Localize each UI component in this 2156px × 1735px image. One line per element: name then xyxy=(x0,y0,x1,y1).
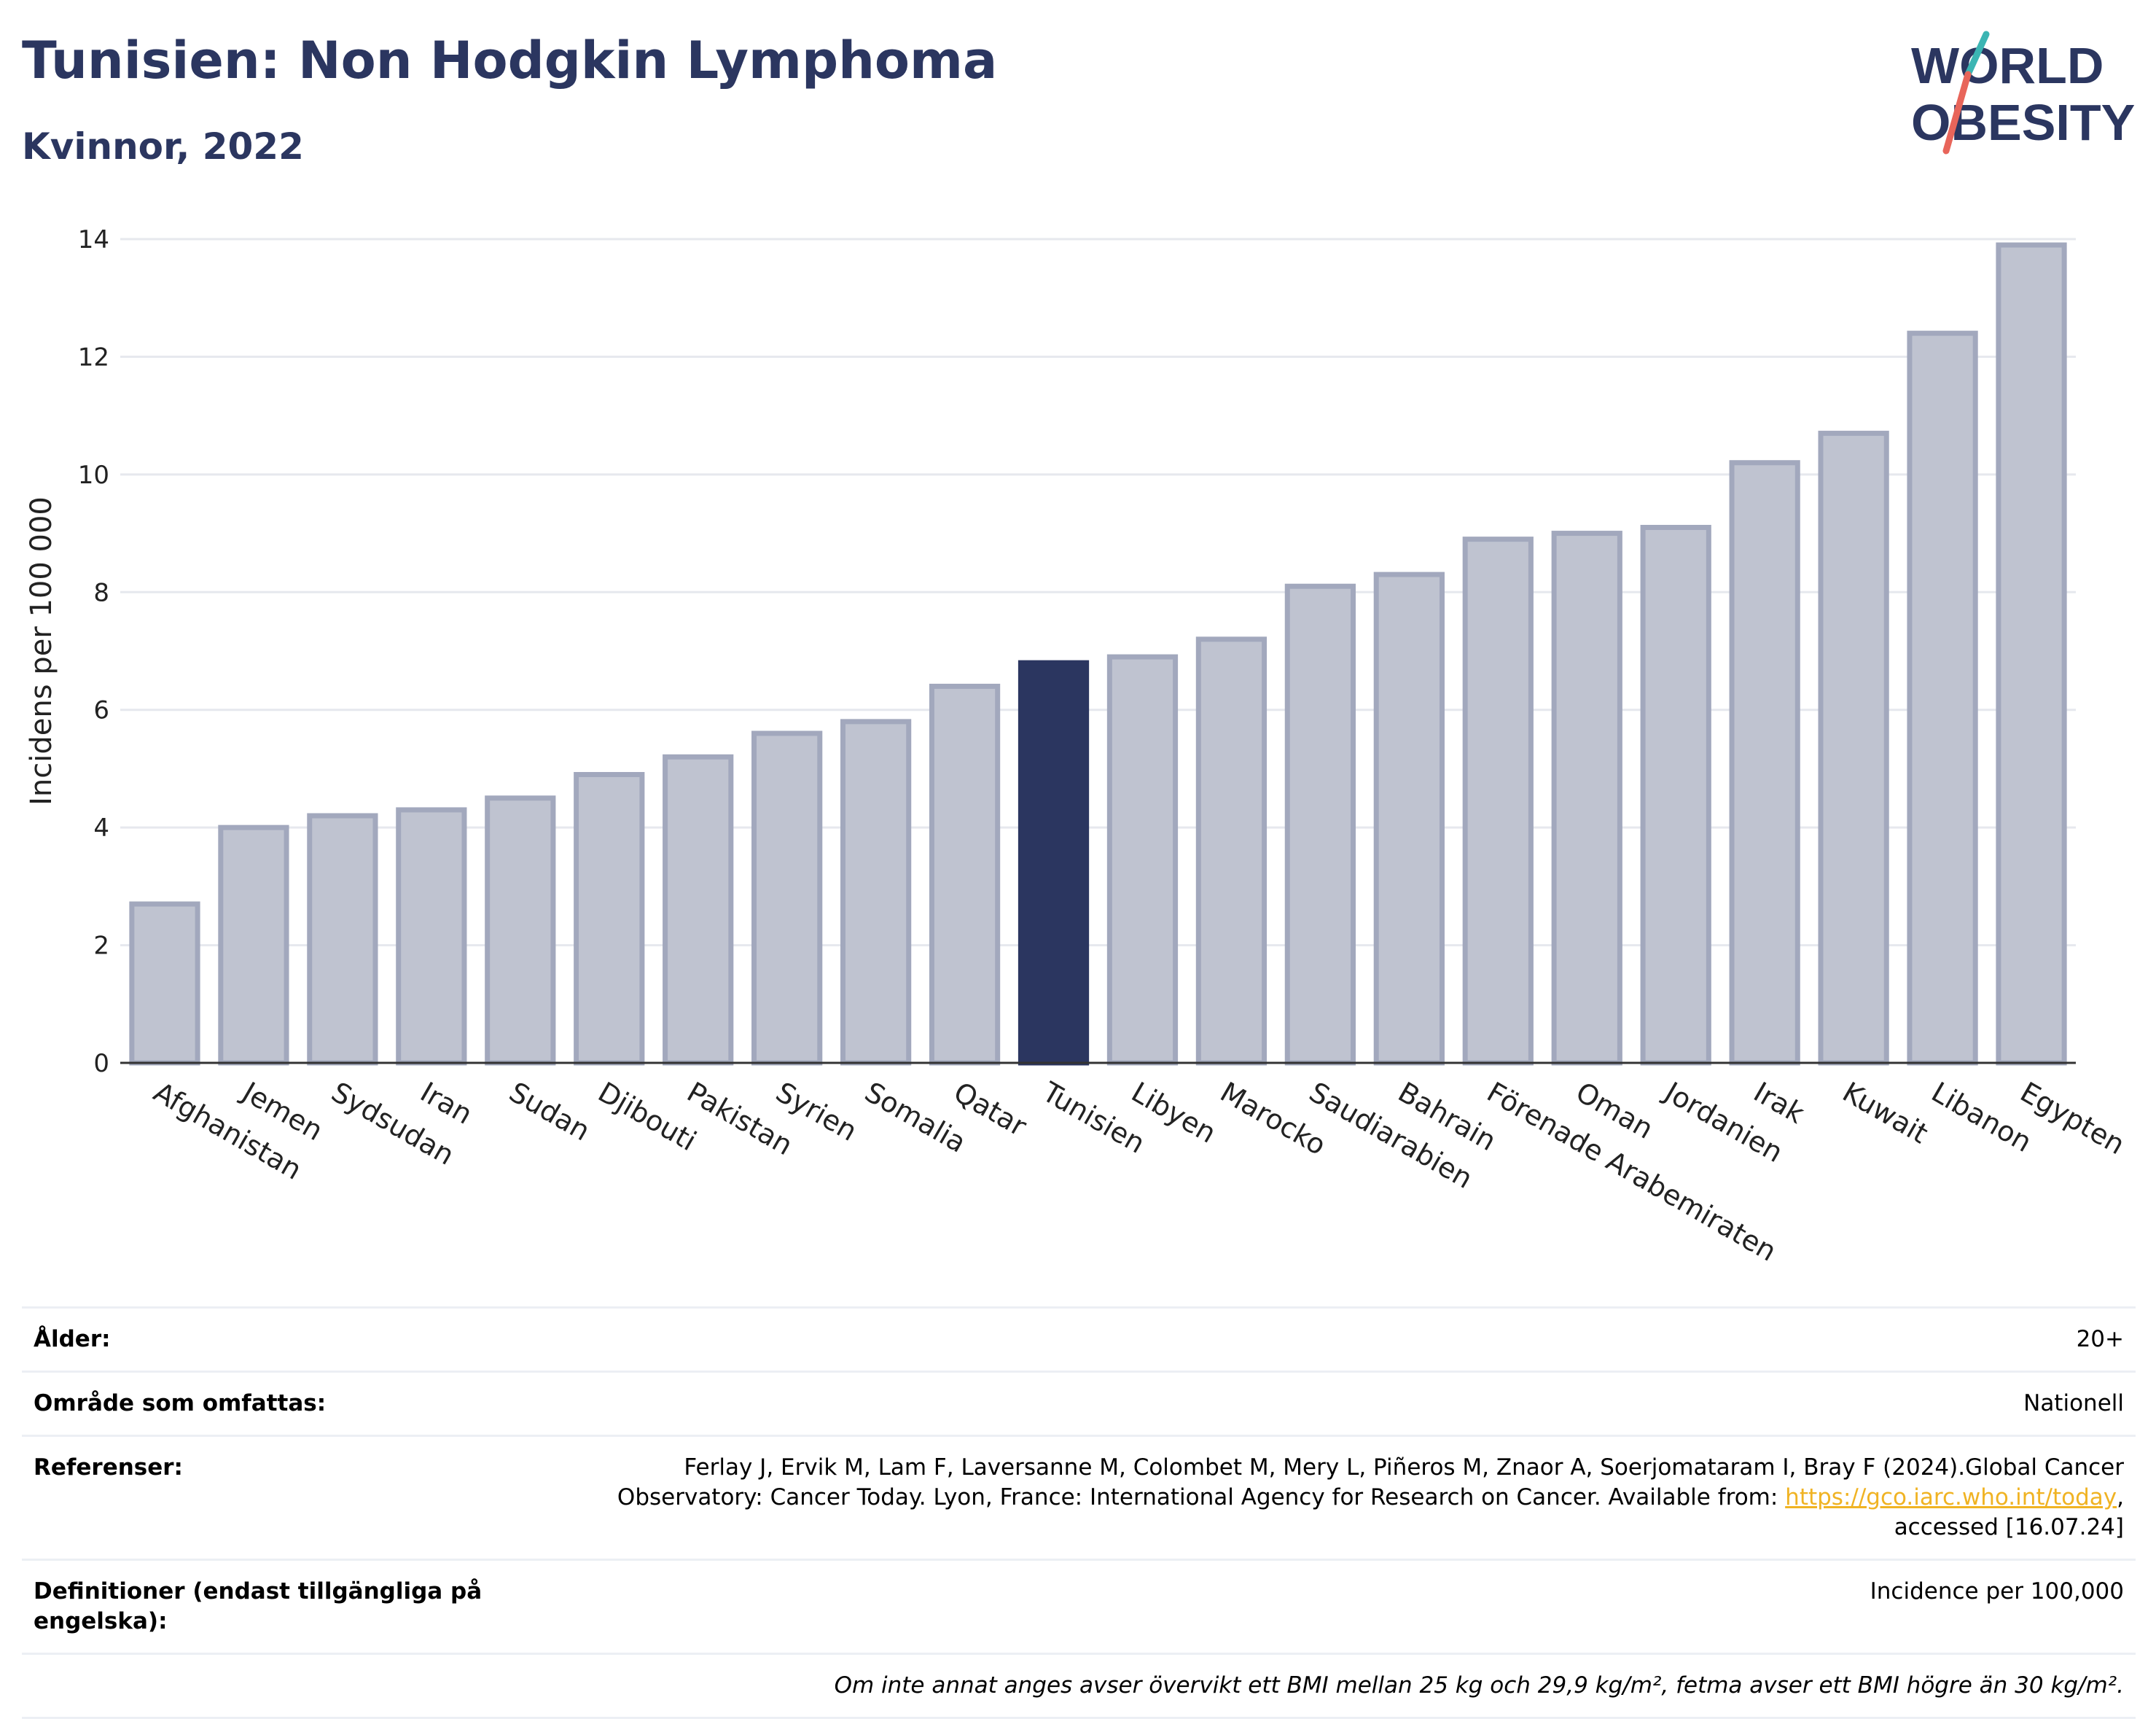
y-tick-label: 14 xyxy=(78,225,109,254)
definitions-label: Definitioner (endast tillgängliga på eng… xyxy=(34,1578,483,1634)
bar-sudan[interactable] xyxy=(485,795,556,1066)
y-tick-label: 6 xyxy=(93,696,109,725)
age-label: Ålder: xyxy=(34,1326,111,1352)
y-axis-label: Incidens per 100 000 xyxy=(25,496,58,806)
bar-marocko[interactable] xyxy=(1195,636,1268,1066)
references-text-1: Ferlay J, Ervik M, Lam F, Laversanne M, … xyxy=(684,1454,2124,1481)
definitions-value: Incidence per 100,000 xyxy=(1870,1578,2124,1605)
logo-slash-coral xyxy=(1942,71,1972,155)
page-subtitle: Kvinnor, 2022 xyxy=(22,125,304,168)
age-value: 20+ xyxy=(2076,1326,2124,1352)
world-obesity-logo: WORLD OBESITY xyxy=(1911,31,2135,155)
bar-pakistan[interactable] xyxy=(663,754,734,1066)
x-tick-label: Libanon xyxy=(1926,1076,2037,1158)
x-tick-label: Iran xyxy=(415,1076,477,1131)
y-tick-label: 2 xyxy=(93,932,109,961)
bar-saudiarabien[interactable] xyxy=(1284,583,1356,1066)
x-tick-label: Afghanistan xyxy=(148,1076,307,1186)
y-tick-label: 8 xyxy=(93,578,109,607)
bar-egypten[interactable] xyxy=(1996,242,2067,1066)
bar-djibouti[interactable] xyxy=(574,772,645,1066)
bar-kuwait[interactable] xyxy=(1818,430,1889,1066)
bar-iran[interactable] xyxy=(396,807,467,1066)
x-tick-label: Tunisien xyxy=(1036,1075,1150,1160)
bar-afghanistan[interactable] xyxy=(129,901,200,1066)
bars xyxy=(129,242,2067,1066)
bar-libanon[interactable] xyxy=(1907,330,1978,1066)
y-tick-labels: 0 2 4 6 8 10 12 14 xyxy=(78,225,109,1078)
bmi-note: Om inte annat anges avser övervikt ett B… xyxy=(834,1672,2124,1699)
area-label: Område som omfattas: xyxy=(34,1390,327,1416)
bar-qatar[interactable] xyxy=(929,683,1001,1066)
x-tick-label: Somalia xyxy=(859,1076,972,1159)
area-value: Nationell xyxy=(2023,1390,2124,1416)
info-row-area: Område som omfattas: Nationell xyxy=(22,1371,2136,1435)
bar-bahrain[interactable] xyxy=(1373,572,1445,1066)
references-link[interactable]: https://gco.iarc.who.int/today xyxy=(1785,1484,2117,1510)
y-tick-label: 0 xyxy=(93,1049,109,1078)
references-text-2: Observatory: Cancer Today. Lyon, France:… xyxy=(617,1484,1786,1510)
references-label: Referenser: xyxy=(34,1454,183,1481)
bar-syrien[interactable] xyxy=(751,730,823,1066)
logo-slash-teal xyxy=(1964,31,1990,78)
x-tick-label: Kuwait xyxy=(1837,1076,1934,1150)
y-tick-label: 10 xyxy=(78,461,109,490)
x-tick-label: Djibouti xyxy=(593,1076,702,1158)
x-tick-label: Egypten xyxy=(2015,1076,2130,1161)
bar-irak[interactable] xyxy=(1729,460,1800,1066)
bar-sydsudan[interactable] xyxy=(307,813,378,1066)
bar-somalia[interactable] xyxy=(840,719,912,1066)
info-table: Ålder: 20+ Område som omfattas: Nationel… xyxy=(22,1306,2136,1719)
info-row-age: Ålder: 20+ xyxy=(22,1306,2136,1371)
logo-line1: WORLD xyxy=(1911,37,2104,94)
y-tick-label: 4 xyxy=(93,814,109,843)
bar-jordanien[interactable] xyxy=(1640,525,1711,1066)
x-tick-label: Sudan xyxy=(504,1076,595,1147)
bar-libyen[interactable] xyxy=(1106,654,1179,1066)
info-row-note: Om inte annat anges avser övervikt ett B… xyxy=(22,1653,2136,1719)
bar-jemen[interactable] xyxy=(218,824,289,1066)
references-value: Ferlay J, Ervik M, Lam F, Laversanne M, … xyxy=(617,1454,2124,1540)
x-tick-label: Irak xyxy=(1749,1076,1810,1130)
y-tick-label: 12 xyxy=(78,343,109,372)
info-row-references: Referenser: Ferlay J, Ervik M, Lam F, La… xyxy=(22,1435,2136,1559)
info-row-definitions: Definitioner (endast tillgängliga på eng… xyxy=(22,1559,2136,1653)
bar-tunisien[interactable] xyxy=(1018,660,1090,1066)
bar-förenade-arabemiraten[interactable] xyxy=(1462,537,1534,1066)
references-text-3: accessed [16.07.24] xyxy=(1894,1514,2124,1540)
page-title: Tunisien: Non Hodgkin Lymphoma xyxy=(22,31,998,90)
bar-oman[interactable] xyxy=(1551,531,1622,1066)
